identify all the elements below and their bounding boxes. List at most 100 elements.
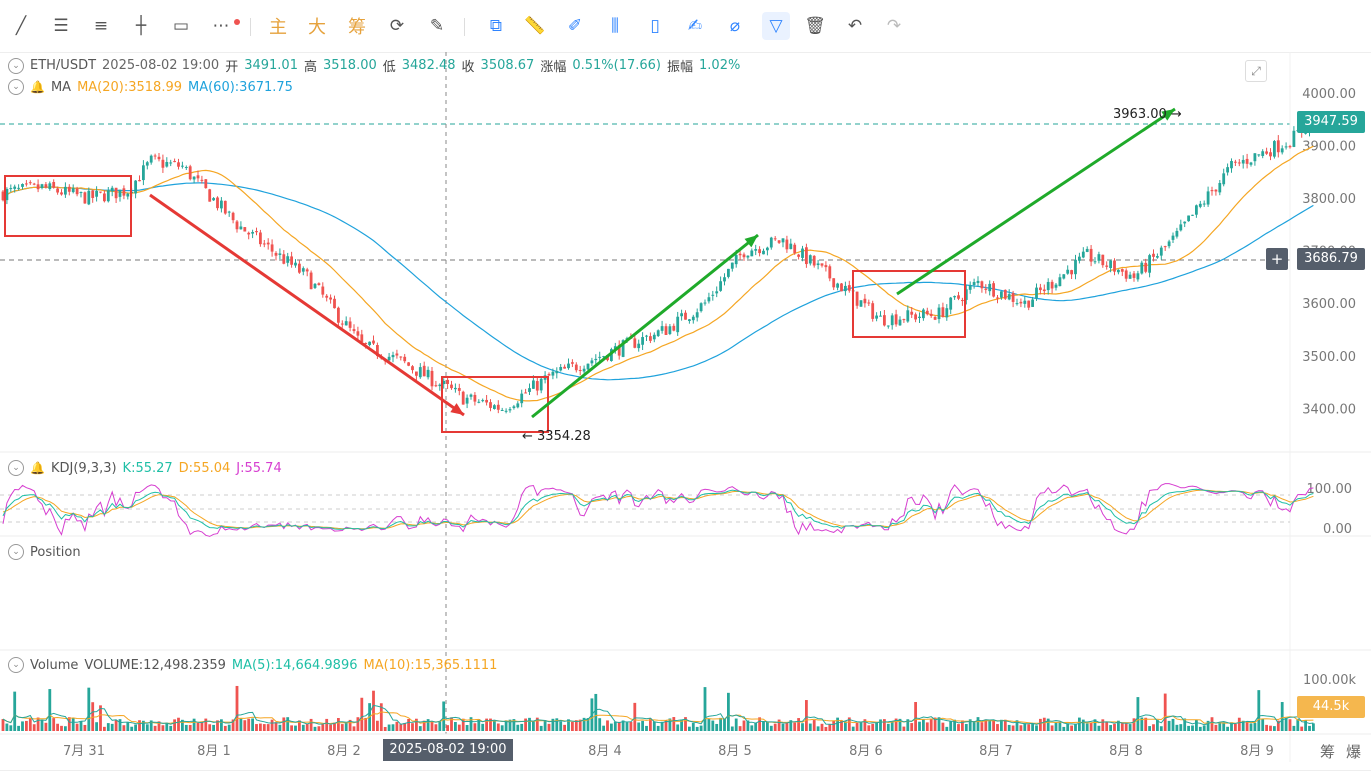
horizontal-line-icon[interactable]: ┼ <box>135 16 147 36</box>
redo-icon[interactable]: ↷ <box>886 16 902 36</box>
collapse-icon[interactable]: ⌄ <box>8 79 24 95</box>
filter-icon[interactable]: ▽ <box>762 12 790 40</box>
candle-body <box>321 286 325 295</box>
candle-body <box>290 256 293 265</box>
volume-bar <box>727 692 730 731</box>
low-label: 低 <box>382 60 396 75</box>
fib-lines-icon[interactable]: ≡ <box>93 16 109 36</box>
fullscreen-icon[interactable]: ⤢ <box>1245 60 1267 82</box>
volume-bar <box>691 722 695 731</box>
kdj-axis-tick: 0.00 <box>1323 522 1352 537</box>
candle-body <box>1089 248 1093 262</box>
candle-body <box>348 321 352 328</box>
collapse-icon[interactable]: ⌄ <box>8 657 24 673</box>
volume-bar <box>1078 717 1081 731</box>
kdj-k-value: K:55.27 <box>122 460 173 476</box>
candles-icon[interactable]: ⫼ <box>611 16 619 36</box>
volume-bar <box>964 723 968 731</box>
kdj-legend: ⌄ 🔔 KDJ(9,3,3) K:55.27 D:55.04 J:55.74 <box>8 460 282 476</box>
candle-body <box>574 364 578 371</box>
candle-body <box>317 283 321 286</box>
bell-icon[interactable]: 🔔 <box>30 461 45 475</box>
price-axis-tick: 3600.00 <box>1302 297 1356 312</box>
candle-body <box>372 340 375 344</box>
more-icon[interactable]: ⋯ <box>212 16 230 36</box>
candle-body <box>208 189 212 202</box>
main-indicator-button[interactable]: 主 <box>269 17 287 38</box>
volume-bar <box>988 720 992 731</box>
volume-bar <box>1257 690 1261 731</box>
ruler-icon[interactable]: 📏 <box>524 16 546 36</box>
annotation-box <box>852 270 966 338</box>
rectangle-icon[interactable]: ▭ <box>172 16 190 36</box>
large-order-button[interactable]: 大 <box>308 17 326 38</box>
liquidation-label[interactable]: 爆 <box>1346 743 1362 761</box>
volume-bar <box>1269 725 1272 731</box>
volume-bar <box>13 691 17 731</box>
volume-bar <box>797 718 800 731</box>
candle-body <box>890 315 894 326</box>
candle-body <box>103 193 106 202</box>
candle-body <box>902 319 906 321</box>
volume-bar <box>48 689 52 731</box>
candle-body <box>1066 269 1070 274</box>
candle-body <box>305 269 309 272</box>
crosshair-time-tag: 2025-08-02 19:00 <box>383 739 513 761</box>
collapse-icon[interactable]: ⌄ <box>8 544 24 560</box>
candle-body <box>360 334 364 342</box>
replay-icon[interactable]: ⟳ <box>389 16 405 36</box>
volume-bar <box>1273 726 1276 731</box>
high-label: 高 <box>303 60 317 75</box>
volume-bar <box>450 717 453 731</box>
volume-bar <box>571 721 574 731</box>
candle-body <box>898 319 902 326</box>
volume-bar <box>356 717 360 731</box>
candle-body <box>481 400 485 402</box>
undo-icon[interactable]: ↶ <box>847 16 863 36</box>
volume-bar <box>559 721 563 731</box>
clipboard-icon[interactable]: ▯ <box>650 16 660 36</box>
candle-body <box>621 340 625 357</box>
candle-body <box>812 255 816 266</box>
candle-body <box>344 321 348 326</box>
candle-body <box>922 309 925 319</box>
candle-body <box>83 192 87 204</box>
candle-body <box>1198 203 1202 207</box>
draw-pen-icon[interactable]: ✎ <box>429 16 445 36</box>
collapse-icon[interactable]: ⌄ <box>8 57 24 74</box>
candle-body <box>309 272 313 290</box>
bell-icon[interactable]: 🔔 <box>30 80 45 94</box>
candle-body <box>387 356 391 361</box>
volume-bar <box>110 723 114 731</box>
crosshair-add-icon[interactable]: + <box>1266 248 1288 270</box>
copy-icon[interactable]: ⧉ <box>489 16 503 36</box>
chart-area[interactable]: 4000.003900.003800.003700.003600.003500.… <box>0 52 1371 780</box>
volume-bar <box>871 723 875 731</box>
time-axis-tick: 8月 4 <box>588 744 622 759</box>
volume-bar <box>208 724 212 731</box>
brush-icon[interactable]: ✐ <box>567 16 583 36</box>
trend-line-icon[interactable]: ╱ <box>15 16 27 36</box>
candle-body <box>1050 281 1054 289</box>
volume-bar <box>1136 697 1140 731</box>
candle-body <box>106 190 110 202</box>
candle-body <box>282 254 286 264</box>
volume-bar <box>1210 717 1214 731</box>
volume-bar <box>1202 725 1206 731</box>
chips-label[interactable]: 筹 <box>1320 743 1336 761</box>
magnet-icon[interactable]: ⌀ <box>729 16 741 36</box>
volume-bar <box>204 718 208 731</box>
collapse-icon[interactable]: ⌄ <box>8 460 24 476</box>
parallel-lines-icon[interactable]: ☰ <box>53 16 69 36</box>
volume-bar <box>313 726 317 731</box>
volume-bar <box>567 719 570 731</box>
candle-body <box>559 367 563 371</box>
uptrend-arrow-head <box>744 235 758 248</box>
volume-bar <box>333 722 336 731</box>
volume-bar <box>1046 718 1050 731</box>
chips-button[interactable]: 筹 <box>348 17 366 38</box>
trash-icon[interactable]: 🗑 <box>804 16 826 36</box>
candle-body <box>906 310 910 322</box>
note-icon[interactable]: ✍ <box>687 16 703 36</box>
volume-bar <box>929 718 933 731</box>
